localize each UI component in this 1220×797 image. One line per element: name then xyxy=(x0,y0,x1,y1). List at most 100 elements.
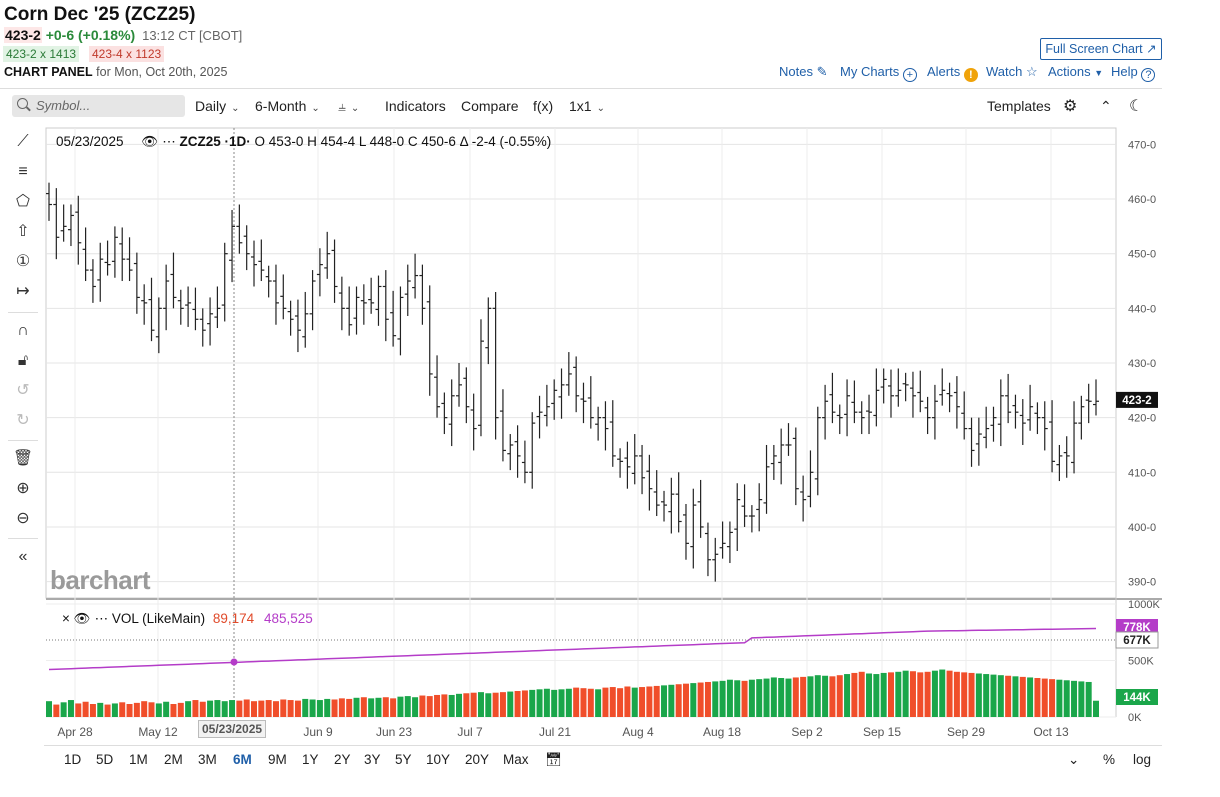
log-toggle[interactable]: log xyxy=(1133,752,1152,767)
header-divider xyxy=(0,88,1162,89)
chart-panel-label: CHART PANEL for Mon, Oct 20th, 2025 xyxy=(4,65,227,79)
volume-bar xyxy=(221,701,228,717)
volume-bar xyxy=(375,697,382,717)
barchart-logo: barchart xyxy=(50,565,151,595)
period-1d[interactable]: 1D xyxy=(64,752,82,767)
period-1m[interactable]: 1M xyxy=(129,752,148,767)
time-tick-label: Jul 21 xyxy=(539,725,571,739)
period-10y[interactable]: 10Y xyxy=(426,752,451,767)
marker-tool-icon[interactable]: ① xyxy=(15,253,31,270)
volume-bar xyxy=(829,676,836,717)
period-2m[interactable]: 2M xyxy=(164,752,183,767)
period-3y[interactable]: 3Y xyxy=(364,752,381,767)
my-charts-link[interactable]: My Charts + xyxy=(840,64,917,82)
chart-type-dropdown[interactable]: ⫨ ⌄ xyxy=(338,98,359,115)
volume-bar xyxy=(997,675,1004,717)
fibonacci-tool-icon[interactable]: ≡ xyxy=(18,163,28,180)
period-max[interactable]: Max xyxy=(503,752,529,767)
volume-bar xyxy=(309,699,316,717)
symbol-search[interactable]: Symbol... xyxy=(12,95,185,117)
range-dropdown[interactable]: 6-Month ⌄ xyxy=(255,98,320,114)
volume-bar xyxy=(1085,681,1092,717)
help-link[interactable]: Help ? xyxy=(1111,64,1156,82)
collapse-toolbar-icon[interactable]: « xyxy=(18,548,28,565)
alert-icon: ! xyxy=(963,68,978,82)
volume-bar xyxy=(111,703,118,717)
settings-gear-icon[interactable]: ⚙ xyxy=(1063,98,1078,115)
volume-average: 485,525 xyxy=(263,611,313,626)
last-price: 423-2 xyxy=(4,27,42,43)
percent-toggle[interactable]: % xyxy=(1103,752,1116,767)
redo-icon[interactable]: ↻ xyxy=(16,412,30,429)
chevron-down-icon: ⌄ xyxy=(231,103,240,114)
period-6m[interactable]: 6M xyxy=(233,752,252,767)
volume-bar xyxy=(448,694,455,717)
close-icon[interactable]: × xyxy=(62,611,70,626)
magnet-icon[interactable]: ∩ xyxy=(17,322,29,339)
volume-bar xyxy=(353,697,360,717)
more-icon[interactable]: ⋯ xyxy=(162,134,176,149)
period-2y[interactable]: 2Y xyxy=(334,752,351,767)
notes-link[interactable]: Notes ✎ xyxy=(779,64,828,80)
full-screen-chart-button[interactable]: Full Screen Chart ↗ xyxy=(1040,38,1162,60)
volume-bar xyxy=(485,693,492,717)
volume-bar xyxy=(404,696,411,717)
zoom-in-icon[interactable]: ⊕ xyxy=(16,480,30,497)
chevron-down-icon: ⌄ xyxy=(350,103,360,114)
arrow-tool-icon[interactable]: ⇧ xyxy=(16,223,30,240)
shape-tool-icon[interactable]: ⬠ xyxy=(16,193,30,210)
volume-bar xyxy=(983,674,990,717)
volume-bar xyxy=(924,671,931,717)
volume-bar xyxy=(858,671,865,717)
unlock-icon[interactable]: 🔓︎ xyxy=(17,352,29,369)
volume-bar xyxy=(426,696,433,717)
eye-icon[interactable]: 👁︎ xyxy=(73,611,91,626)
trendline-tool-icon[interactable]: ⟋ xyxy=(17,133,29,150)
dark-mode-moon-icon[interactable]: ☾ xyxy=(1129,98,1144,115)
volume-bar xyxy=(1034,678,1041,717)
volume-bar xyxy=(1012,676,1019,717)
zoom-out-icon[interactable]: ⊖ xyxy=(16,510,30,527)
indicators-button[interactable]: Indicators xyxy=(385,98,446,114)
range-label: 6-Month xyxy=(255,98,307,114)
period-5y[interactable]: 5Y xyxy=(395,752,412,767)
chevron-down-icon: ⌄ xyxy=(596,103,605,114)
period-20y[interactable]: 20Y xyxy=(465,752,490,767)
volume-bar xyxy=(236,700,243,717)
period-3m[interactable]: 3M xyxy=(198,752,217,767)
period-9m[interactable]: 9M xyxy=(268,752,287,767)
chevron-down-icon: ⌄ xyxy=(311,103,320,114)
eye-icon[interactable]: 👁︎ xyxy=(141,134,159,149)
time-tick-label: Sep 15 xyxy=(863,725,901,739)
price-change: +0-6 (+0.18%) xyxy=(45,27,136,43)
calendar-icon[interactable]: 📅︎ xyxy=(545,752,563,767)
volume-average-line xyxy=(48,627,1097,671)
actions-menu[interactable]: Actions ▼ xyxy=(1048,64,1103,79)
volume-bar xyxy=(141,701,148,717)
volume-bar xyxy=(75,703,82,717)
trash-icon[interactable]: 🗑︎ xyxy=(12,450,34,467)
volume-bar xyxy=(558,689,565,717)
period-1y[interactable]: 1Y xyxy=(302,752,319,767)
volume-bar xyxy=(895,671,902,717)
function-button[interactable]: f(x) xyxy=(533,98,554,114)
more-icon[interactable]: ⋯ xyxy=(94,611,109,626)
double-chevron-down-icon[interactable]: ⌄ xyxy=(1068,752,1080,767)
compare-button[interactable]: Compare xyxy=(461,98,519,114)
collapse-icon[interactable]: ⌃ xyxy=(1100,98,1112,114)
volume-bar xyxy=(251,701,258,717)
volume-bar xyxy=(170,704,177,717)
watch-label: Watch xyxy=(986,64,1023,79)
interval-dropdown[interactable]: Daily ⌄ xyxy=(195,98,240,114)
volume-bar xyxy=(1071,680,1078,717)
undo-icon[interactable]: ↺ xyxy=(16,382,30,399)
layout-dropdown[interactable]: 1x1 ⌄ xyxy=(569,98,605,114)
volume-bar xyxy=(551,689,558,717)
legend-ohlc: O 453-0 H 454-4 L 448-0 C 450-6 Δ -2-4 (… xyxy=(254,134,552,149)
alerts-link[interactable]: Alerts ! xyxy=(927,64,978,82)
watch-link[interactable]: Watch ☆ xyxy=(986,64,1038,80)
period-5d[interactable]: 5D xyxy=(96,752,114,767)
templates-button[interactable]: Templates xyxy=(987,98,1051,114)
measure-tool-icon[interactable]: ↦ xyxy=(16,283,30,300)
